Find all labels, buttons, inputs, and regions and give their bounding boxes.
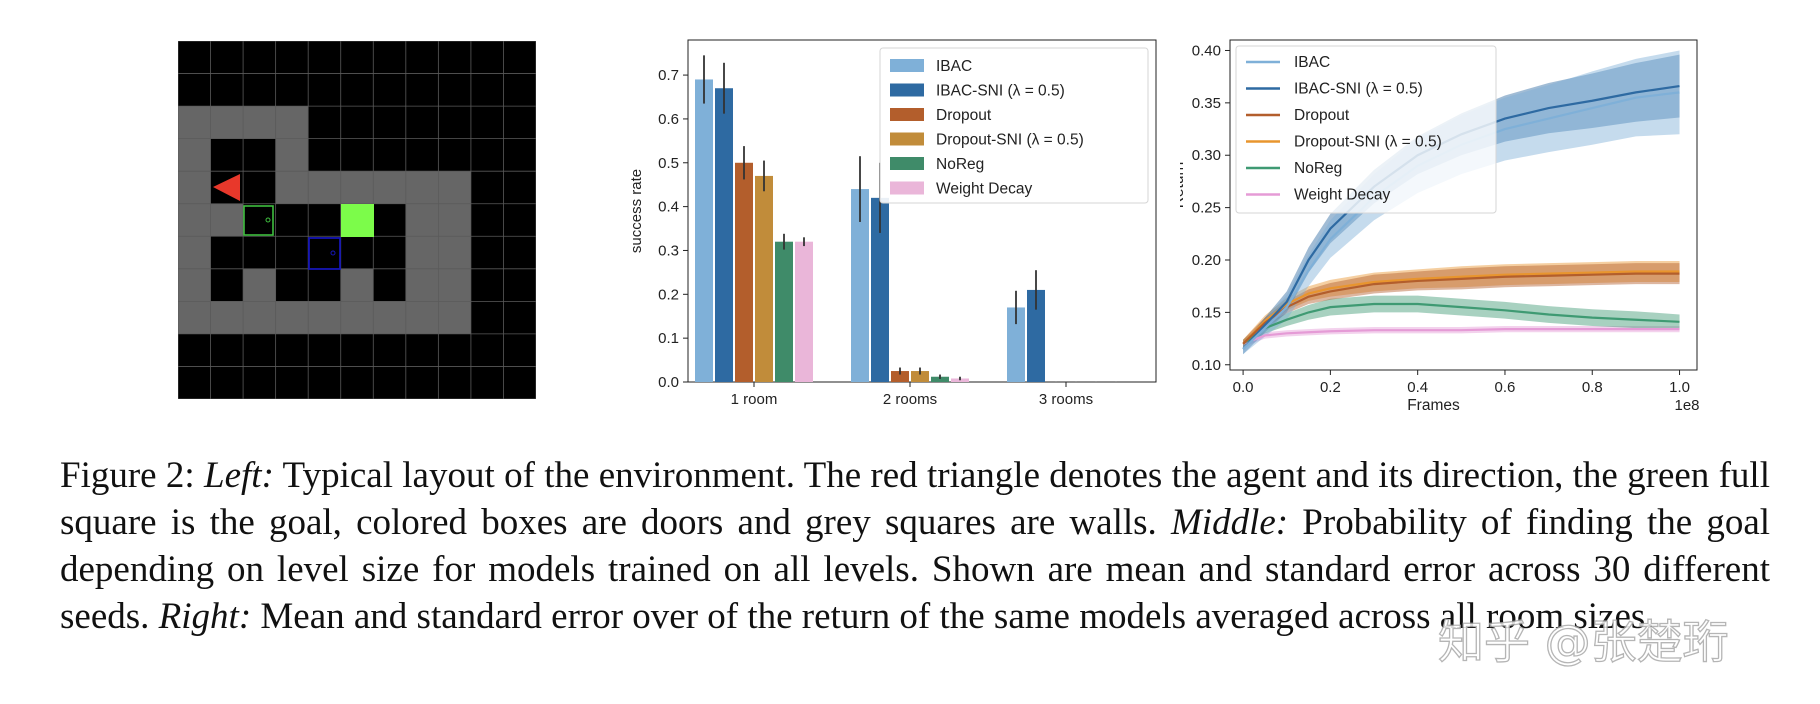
y-tick-label: 0.6 xyxy=(658,111,679,128)
goal-square xyxy=(341,204,374,237)
x-axis-multiplier: 1e8 xyxy=(1674,397,1699,414)
x-tick-label: 1 room xyxy=(731,391,778,408)
green-door-knob-icon xyxy=(265,217,271,223)
series-line xyxy=(1242,270,1680,345)
bar xyxy=(871,197,889,382)
bar xyxy=(891,371,909,382)
x-tick-label: 0.6 xyxy=(1495,379,1516,396)
x-tick-label: 0.4 xyxy=(1407,379,1428,396)
bar xyxy=(851,189,869,382)
blue-door-box xyxy=(308,237,341,270)
legend-label: NoReg xyxy=(1294,160,1342,177)
wall-cell xyxy=(178,236,211,334)
gridworld-figure xyxy=(178,41,536,399)
blue-door-knob-icon xyxy=(330,250,336,256)
legend-swatch xyxy=(890,83,924,97)
y-axis-label: success rate xyxy=(628,169,645,253)
bar xyxy=(911,371,929,382)
legend-label: Dropout xyxy=(936,107,992,124)
y-tick-label: 0.7 xyxy=(658,67,679,84)
y-tick-label: 0.5 xyxy=(658,155,679,172)
caption-middle-text: Probability of finding the goal dependin… xyxy=(60,502,1771,637)
bar xyxy=(775,241,793,382)
y-tick-label: 0.0 xyxy=(658,374,679,391)
y-tick-label: 0.25 xyxy=(1192,200,1221,217)
y-tick-label: 0.15 xyxy=(1192,304,1221,321)
x-tick-label: 0.2 xyxy=(1320,379,1341,396)
legend-label: IBAC xyxy=(1294,54,1330,71)
legend-label: NoReg xyxy=(936,156,984,173)
legend-label: Dropout-SNI (λ = 0.5) xyxy=(936,132,1084,149)
grid-lines xyxy=(178,41,536,399)
y-tick-label: 0.30 xyxy=(1192,147,1221,164)
bar xyxy=(795,241,813,382)
caption-middle-label: Middle: xyxy=(1170,502,1289,543)
legend-label: Weight Decay xyxy=(1294,187,1390,204)
x-tick-label: 2 rooms xyxy=(883,391,937,408)
y-tick-label: 0.10 xyxy=(1192,357,1221,374)
y-tick-label: 0.1 xyxy=(658,330,679,347)
bar-legend-box xyxy=(879,47,1149,204)
caption-right-text: Mean and standard error over of the retu… xyxy=(260,596,1655,637)
y-tick-label: 0.40 xyxy=(1192,42,1221,59)
series-band xyxy=(1243,295,1680,348)
y-tick-label: 0.4 xyxy=(658,199,679,216)
bar xyxy=(931,376,949,382)
legend-swatch xyxy=(890,132,924,146)
caption-right-label: Right: xyxy=(158,596,252,637)
watermark: 知乎 @张楚珩 xyxy=(1437,614,1729,669)
legend-label: Dropout xyxy=(1294,107,1350,124)
caption-left-label: Left: xyxy=(204,455,274,496)
x-tick-label: 1.0 xyxy=(1669,379,1690,396)
legend-label: IBAC-SNI (λ = 0.5) xyxy=(936,83,1065,100)
legend-swatch xyxy=(890,157,924,170)
caption-left-text: Typical layout of the environment. The r… xyxy=(60,455,1770,543)
wall-cell xyxy=(243,268,276,302)
y-tick-label: 0.2 xyxy=(658,286,679,303)
legend-label: Weight Decay xyxy=(936,181,1032,198)
agent-triangle-icon xyxy=(213,174,240,201)
caption-figure-label: Figure 2: xyxy=(60,455,195,496)
bar xyxy=(755,175,773,382)
bar xyxy=(695,79,713,382)
green-door-box xyxy=(243,205,274,236)
legend-label: Dropout-SNI (λ = 0.5) xyxy=(1294,134,1442,151)
bar xyxy=(735,162,753,382)
legend-swatch xyxy=(890,59,924,72)
line-plot-frame xyxy=(1229,39,1698,371)
y-tick-label: 0.3 xyxy=(658,242,679,259)
success-rate-bar-chart: 0.0 0.1 0.2 0.3 0.4 0.5 0.6 0.7 success rate 1 ro… xyxy=(628,39,1157,408)
x-axis-label: Frames xyxy=(1407,397,1460,414)
series-line xyxy=(1242,328,1680,345)
wall-cell xyxy=(340,268,374,302)
wall-cell xyxy=(275,138,309,172)
legend-label: IBAC xyxy=(936,58,972,75)
x-tick-label: 3 rooms xyxy=(1039,391,1093,408)
legend-swatch xyxy=(890,108,924,121)
series-line xyxy=(1242,302,1680,345)
series-band xyxy=(1243,50,1680,355)
y-axis-label: Return xyxy=(1180,162,1187,209)
x-tick-label: 0.8 xyxy=(1582,379,1603,396)
bar xyxy=(715,88,733,382)
bar xyxy=(1007,307,1025,382)
x-tick-label: 0.0 xyxy=(1233,379,1254,396)
series-band xyxy=(1243,261,1680,348)
legend-swatch xyxy=(890,181,924,195)
series-band xyxy=(1243,54,1680,355)
line-legend-box xyxy=(1235,45,1497,214)
bar xyxy=(1027,289,1045,382)
legend-label: IBAC-SNI (λ = 0.5) xyxy=(1294,81,1423,98)
figure-caption: Figure 2: Left: Typical layout of the en… xyxy=(60,452,1770,640)
return-line-chart: 0.10 0.15 0.20 0.25 0.30 0.35 0.40 0.0 0.2 0.4 0.6… xyxy=(1180,39,1700,414)
y-tick-label: 0.35 xyxy=(1192,95,1221,112)
y-tick-label: 0.20 xyxy=(1192,252,1221,269)
